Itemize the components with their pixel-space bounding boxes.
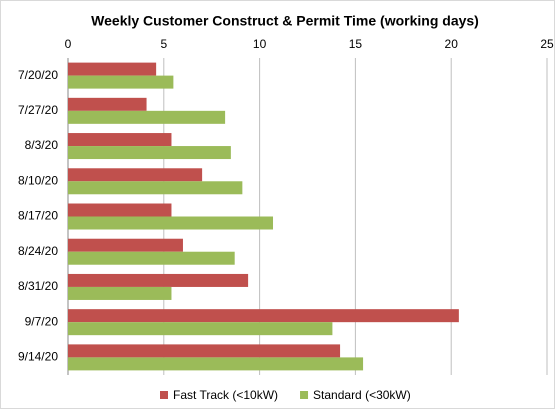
x-tick-label: 15 <box>349 37 363 51</box>
bar <box>68 238 183 252</box>
bar <box>68 203 172 217</box>
bar <box>68 344 341 358</box>
legend-label: Fast Track (<10kW) <box>173 388 278 402</box>
bar <box>68 168 203 182</box>
legend-swatch <box>160 391 168 399</box>
x-tick-label: 20 <box>445 37 459 51</box>
y-tick-label: 7/27/20 <box>18 103 58 117</box>
bar <box>68 273 249 287</box>
bar <box>68 322 333 336</box>
bar <box>68 357 364 371</box>
bar <box>68 251 235 265</box>
bar <box>68 133 172 147</box>
y-tick-label: 9/7/20 <box>25 314 59 328</box>
y-tick-label: 9/14/20 <box>18 350 58 364</box>
bar <box>68 309 459 323</box>
y-tick-label: 8/17/20 <box>18 209 58 223</box>
bar <box>68 75 174 89</box>
y-tick-label: 8/24/20 <box>18 244 58 258</box>
bar <box>68 286 172 300</box>
bar <box>68 97 147 111</box>
legend-label: Standard (<30kW) <box>313 388 411 402</box>
x-tick-label: 5 <box>160 37 167 51</box>
x-tick-label: 10 <box>253 37 267 51</box>
y-tick-label: 7/20/20 <box>18 68 58 82</box>
y-tick-label: 8/3/20 <box>25 138 59 152</box>
x-tick-label: 25 <box>540 37 554 51</box>
bar <box>68 62 157 76</box>
bar <box>68 146 231 160</box>
legend-swatch <box>300 391 309 399</box>
bar <box>68 216 274 230</box>
x-tick-label: 0 <box>65 37 72 51</box>
bar <box>68 110 226 124</box>
bar <box>68 181 243 195</box>
chart-title: Weekly Customer Construct & Permit Time … <box>91 13 479 29</box>
y-tick-label: 8/10/20 <box>18 173 58 187</box>
y-tick-label: 8/31/20 <box>18 279 58 293</box>
